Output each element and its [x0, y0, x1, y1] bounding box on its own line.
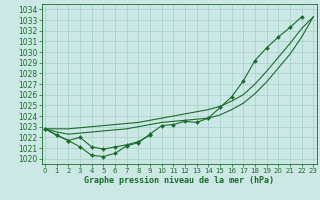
X-axis label: Graphe pression niveau de la mer (hPa): Graphe pression niveau de la mer (hPa) [84, 176, 274, 185]
